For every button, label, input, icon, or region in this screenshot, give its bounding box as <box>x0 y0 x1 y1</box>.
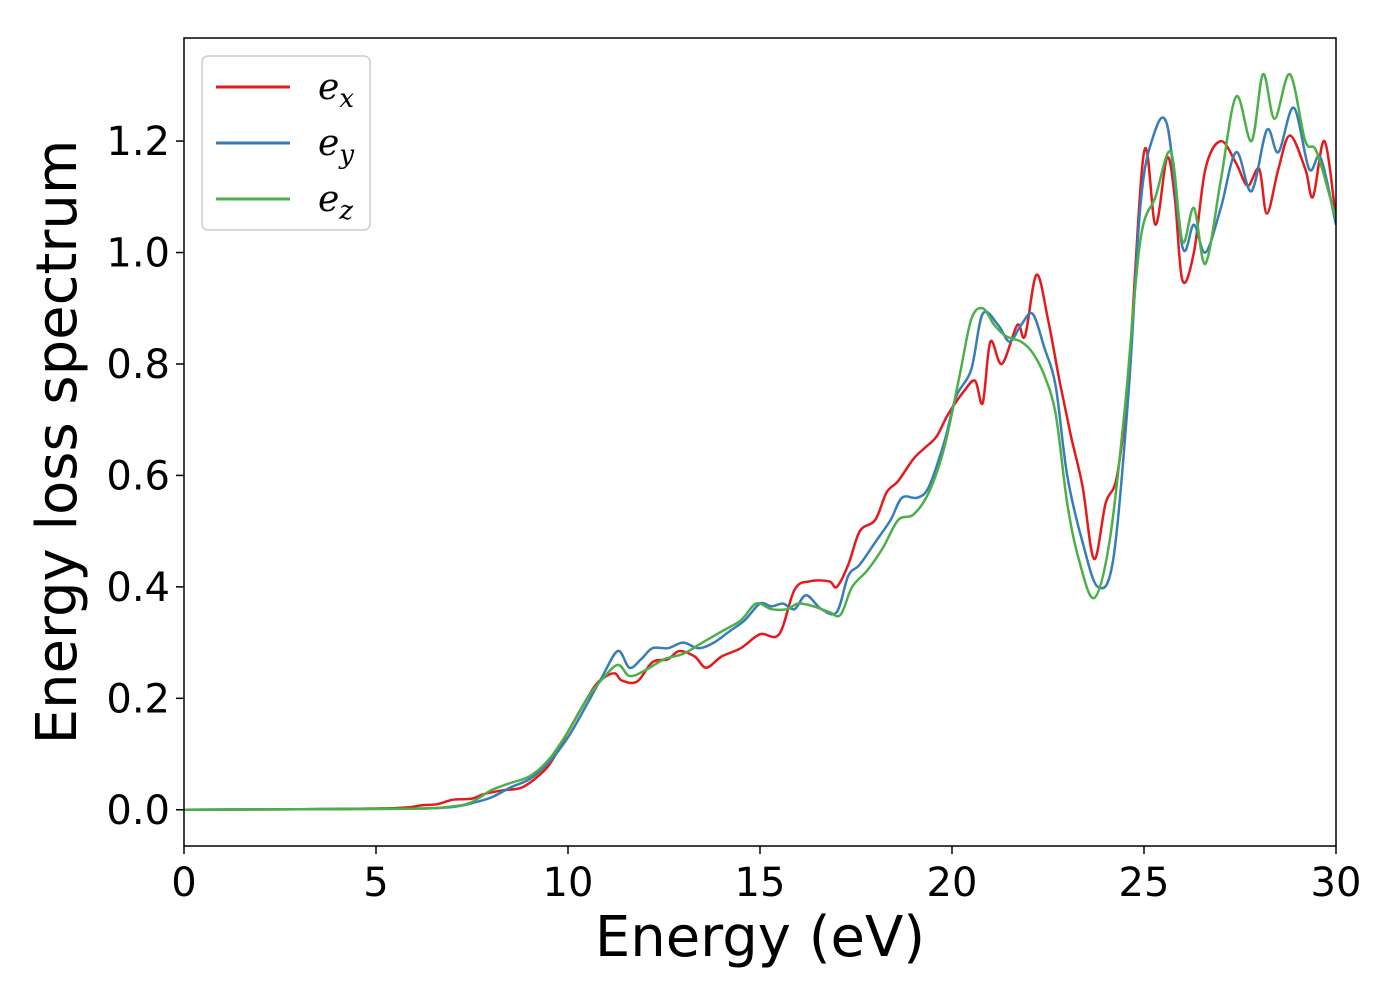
x-tick-label: 0 <box>171 860 196 906</box>
y-tick-label: 0.6 <box>106 453 170 499</box>
legend-label-ez: ez <box>318 179 353 226</box>
y-tick-label: 0.4 <box>106 565 170 611</box>
y-tick-label: 0.8 <box>106 342 170 388</box>
x-tick-label: 10 <box>543 860 594 906</box>
legend-label-ey: ey <box>318 123 354 170</box>
x-tick-label: 15 <box>735 860 786 906</box>
y-tick-label: 0.0 <box>106 788 170 834</box>
legend: ex ey ez <box>201 55 371 231</box>
x-tick-label: 5 <box>363 860 388 906</box>
y-tick-label: 0.2 <box>106 676 170 722</box>
x-tick-label: 20 <box>927 860 978 906</box>
series-layer <box>184 72 1336 812</box>
x-tick-label: 30 <box>1311 860 1362 906</box>
y-axis-label: Energy loss spectrum <box>25 140 90 745</box>
y-axis: 0.0 0.2 0.4 0.6 0.8 1.0 1.2 <box>106 119 184 834</box>
x-tick-label: 25 <box>1119 860 1170 906</box>
x-axis: 0 5 10 15 20 25 30 <box>171 846 1361 906</box>
y-tick-label: 1.0 <box>106 231 170 277</box>
y-tick-label: 1.2 <box>106 119 170 165</box>
series-line-ez <box>184 72 1336 812</box>
x-axis-label: Energy (eV) <box>595 905 925 970</box>
legend-label-ex: ex <box>318 67 354 114</box>
